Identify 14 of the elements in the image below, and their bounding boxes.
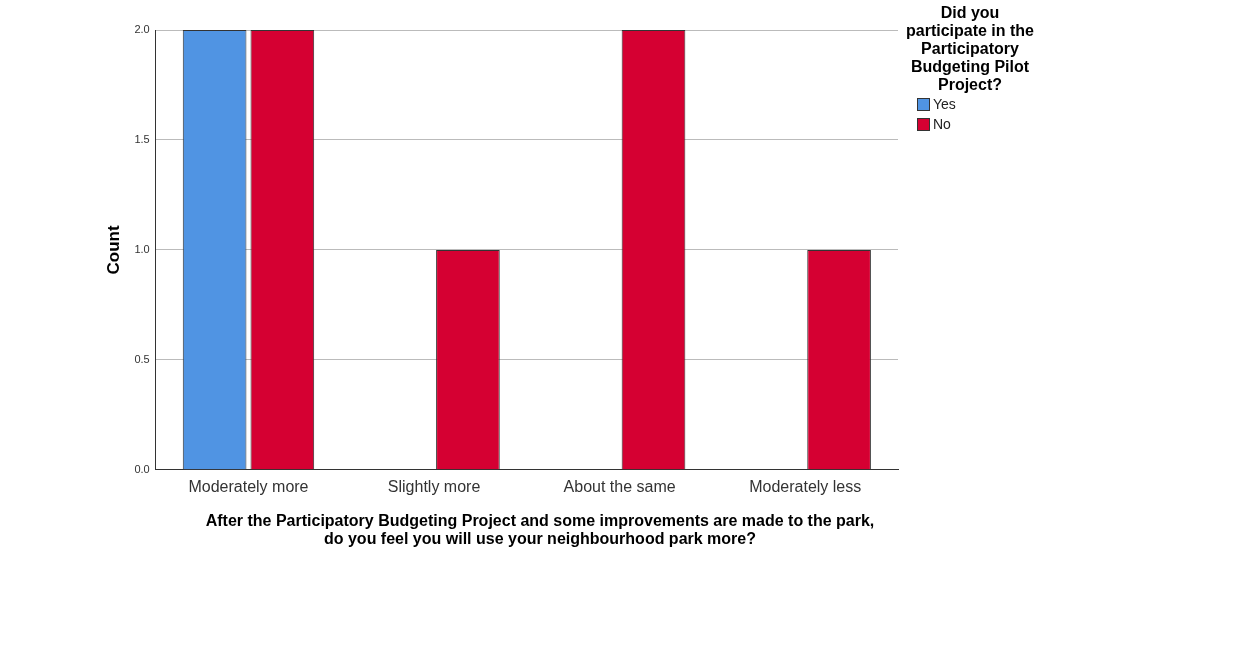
y-tick-label: 1.0 [134,242,150,255]
x-tick-label: Moderately more [188,477,309,495]
y-tick-label: 1.5 [134,132,150,145]
x-tick-label: Moderately less [749,477,862,495]
legend-label: Yes [933,95,956,114]
x-axis-title: After the Participatory Budgeting Project and some improvements are made to the park, do you feel you will use your neighbourhood park more? [204,512,876,548]
y-tick-label: 0.5 [134,352,150,365]
y-tick-label: 2.0 [134,23,150,36]
y-axis-title: Count [103,225,123,275]
y-tick-label: 0.0 [134,462,150,475]
x-tick-label: Slightly more [387,477,481,495]
legend-label: No [933,115,951,134]
legend-title: Did you participate in the Participatory Budgeting Pilot Project? [905,4,1035,94]
x-tick-label: About the same [563,477,676,495]
